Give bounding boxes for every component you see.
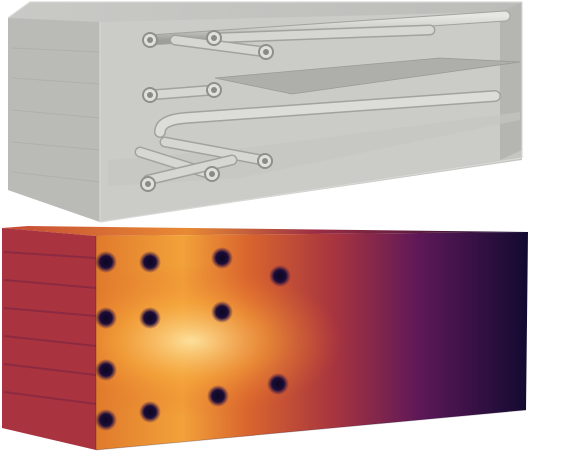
cold-spot: [139, 251, 161, 273]
cold-spot: [211, 301, 233, 323]
cold-spot: [95, 307, 117, 329]
top-block: [8, 2, 522, 222]
heat-hotspot: [96, 232, 528, 450]
cold-spot: [211, 247, 233, 269]
block-right-face: [500, 2, 522, 160]
cold-spot: [139, 307, 161, 329]
cold-spot: [95, 409, 117, 431]
cold-spot: [267, 373, 289, 395]
bottom-block: [2, 226, 528, 450]
cold-spot: [207, 385, 229, 407]
cold-spot: [95, 251, 117, 273]
heat-left-face: [2, 228, 96, 450]
cold-spot: [139, 401, 161, 423]
cold-spot: [269, 265, 291, 287]
cold-spot: [95, 359, 117, 381]
